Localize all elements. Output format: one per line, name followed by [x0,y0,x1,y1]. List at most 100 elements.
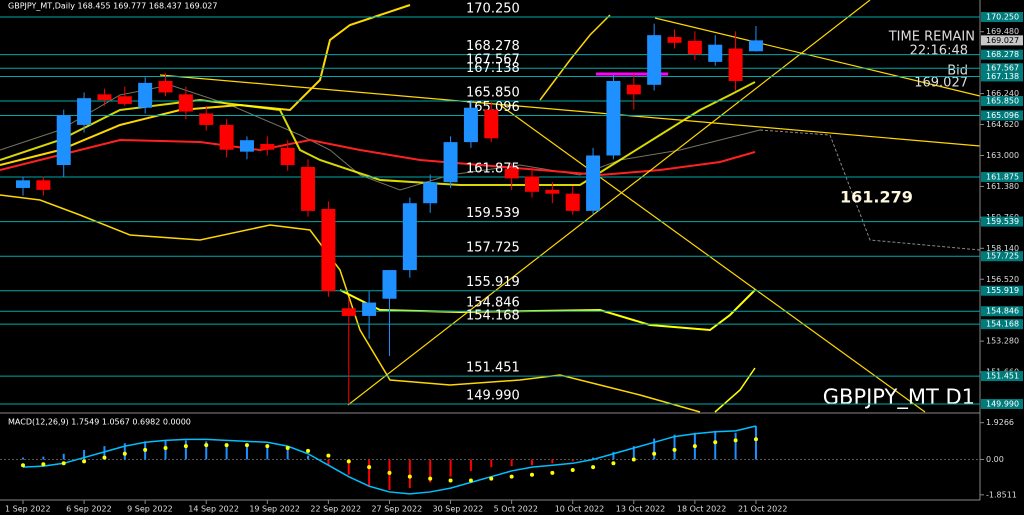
level-axis-label: 161.875 [986,172,1019,181]
band-lower [0,194,701,413]
signal-dot [163,446,168,451]
candle-body [402,203,417,271]
candle-body [362,302,377,316]
level-axis-label: 168.278 [986,50,1019,59]
level-label: 155.919 [466,275,520,290]
macd-bar [531,459,533,466]
band-lower-inner [339,289,756,332]
level-axis-label: 155.919 [986,286,1019,295]
macd-bar [307,455,310,460]
candle-body [382,270,397,299]
candle-body [728,48,743,81]
x-tick-label: 19 Sep 2022 [249,505,300,514]
signal-dot [306,448,311,453]
macd-bar [714,430,717,460]
signal-dot [550,470,555,475]
macd-bar [510,459,513,467]
level-axis-box [981,306,1023,317]
macd-bar [592,457,595,460]
candle-body [16,180,30,188]
y-tick-label: 163.000 [986,151,1019,160]
macd-bar [103,446,106,460]
signal-dot [631,457,636,462]
level-axis-box [981,49,1023,60]
level-axis-box [981,171,1023,182]
macd-bar [266,446,269,460]
band-middle [0,81,756,186]
signal-dot [244,443,249,448]
signal-dot [428,476,433,481]
trend-line [159,74,981,147]
candle-body [647,35,662,85]
candle-body [117,96,132,104]
level-axis-label: 149.990 [986,399,1019,408]
level-axis-box [981,285,1023,296]
level-axis-box [981,63,1023,74]
signal-dot [468,478,473,483]
candle-body [219,124,234,150]
candle-body [565,193,580,211]
signal-dot [183,444,188,449]
macd-bar [22,457,24,460]
macd-title: MACD(12,26,9) 1.7549 1.0567 0.6982 0.000… [8,418,191,427]
macd-bar [551,459,554,464]
y-tick-label: -1.8511 [986,490,1017,499]
candle-body [586,155,601,211]
level-axis-label: 154.846 [986,307,1019,316]
candle-body [504,168,519,179]
candle-body [708,44,723,62]
macd-bar [408,459,411,489]
y-tick-label: 166.240 [986,89,1019,98]
candle-body [687,40,702,55]
signal-dot [387,470,392,475]
candle-body [36,180,51,190]
candle-body [525,176,539,192]
x-tick-label: 9 Sep 2022 [127,505,173,514]
macd-bar [571,459,574,462]
level-label: 167.138 [466,61,520,76]
x-tick-label: 27 Sep 2022 [371,505,422,514]
macd-bar [632,446,635,460]
candle-body [545,189,560,194]
level-axis-box [981,371,1023,382]
candle-body [484,109,499,139]
signal-dot [733,438,738,443]
macd-bar [754,426,757,460]
y-tick-label: 156.520 [986,275,1019,284]
candle-body [748,40,763,52]
level-axis-label: 167.567 [986,64,1019,73]
signal-dot [224,443,229,448]
macd-bar [734,432,737,460]
level-axis-label: 170.250 [986,12,1019,21]
level-axis-box [981,71,1023,82]
candle-body [341,308,356,316]
y-tick-label: 161.380 [986,182,1019,191]
level-axis-label: 151.451 [986,372,1019,381]
macd-line [22,425,757,495]
candle-body [158,80,173,93]
macd-bar [205,441,208,460]
candle-body [443,142,458,183]
level-axis-label: 165.096 [986,111,1019,120]
projection [759,129,981,251]
x-tick-label: 6 Sep 2022 [66,505,112,514]
signal-dot [41,462,46,467]
candle-body [199,113,214,125]
macd-bar [62,453,65,460]
level-axis-label: 165.850 [986,97,1019,106]
macd-bar [347,459,350,475]
level-label: 149.990 [466,388,520,403]
x-tick-label: 22 Sep 2022 [310,505,361,514]
signal-dot [21,463,25,468]
signal-dot [61,461,66,466]
x-tick-label: 1 Sep 2022 [5,505,51,514]
macd-bar [429,459,432,483]
signal-dot [82,459,87,464]
y-tick-label: 153.280 [986,337,1019,346]
signal-dot [204,443,209,448]
signal-dot [570,467,575,472]
bid-axis-label: 169.027 [986,36,1019,45]
y-tick-label: 1.9266 [986,418,1014,427]
signal-dot [265,444,270,449]
